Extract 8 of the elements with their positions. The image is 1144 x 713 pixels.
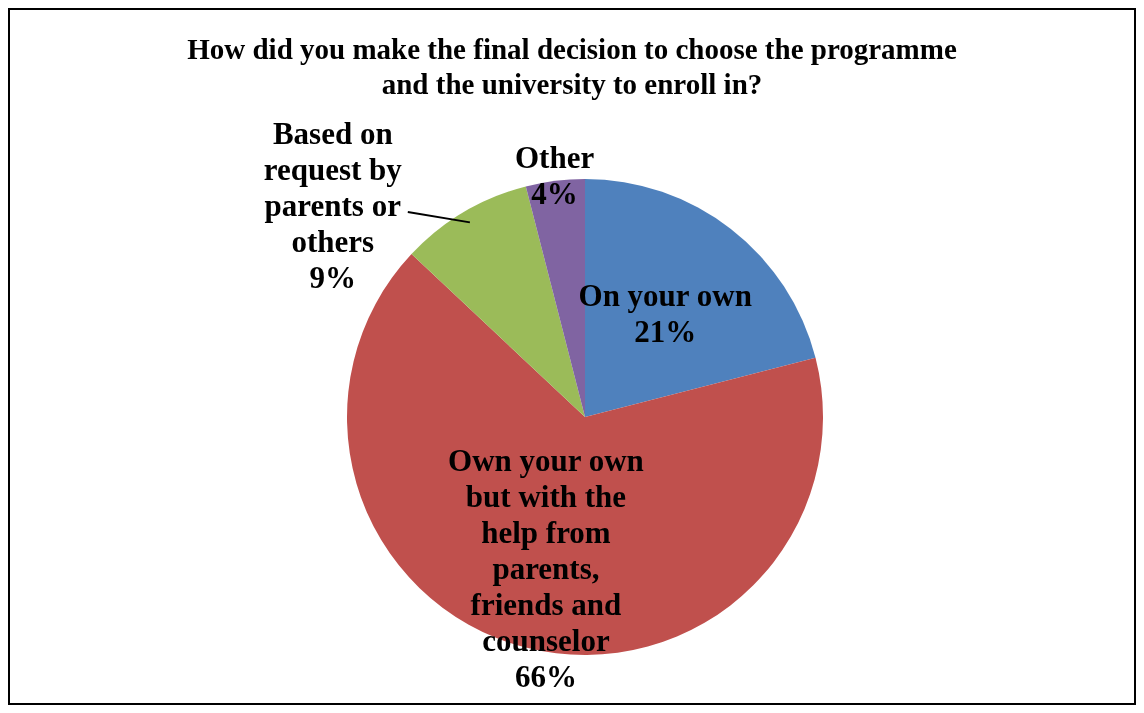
data-label: 9% [309, 259, 357, 295]
slice-label: Based on request by parents or others [263, 115, 403, 259]
slice-label: Other [514, 140, 595, 176]
chart-title: How did you make the final decision to choose the programme and the university to enroll in? [186, 32, 958, 102]
data-label: 66% [514, 659, 577, 695]
data-label: 4% [531, 176, 578, 212]
slice-label: On your own [578, 277, 752, 313]
data-label: 21% [634, 313, 697, 349]
